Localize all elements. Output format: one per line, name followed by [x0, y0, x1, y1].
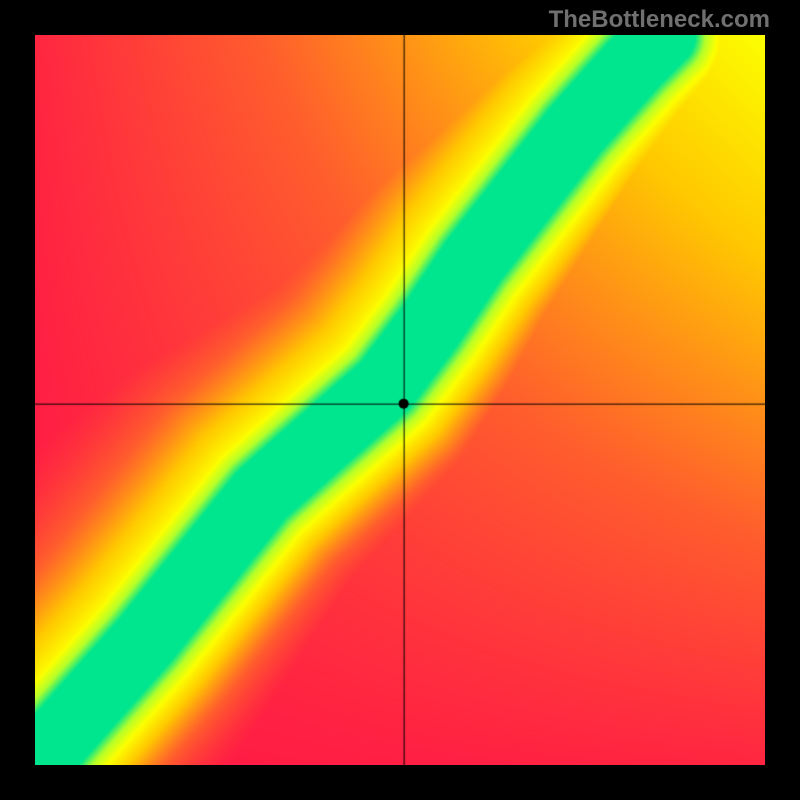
watermark-text: TheBottleneck.com: [549, 6, 770, 34]
heatmap-plot: [35, 35, 765, 765]
heatmap-canvas: [35, 35, 765, 765]
